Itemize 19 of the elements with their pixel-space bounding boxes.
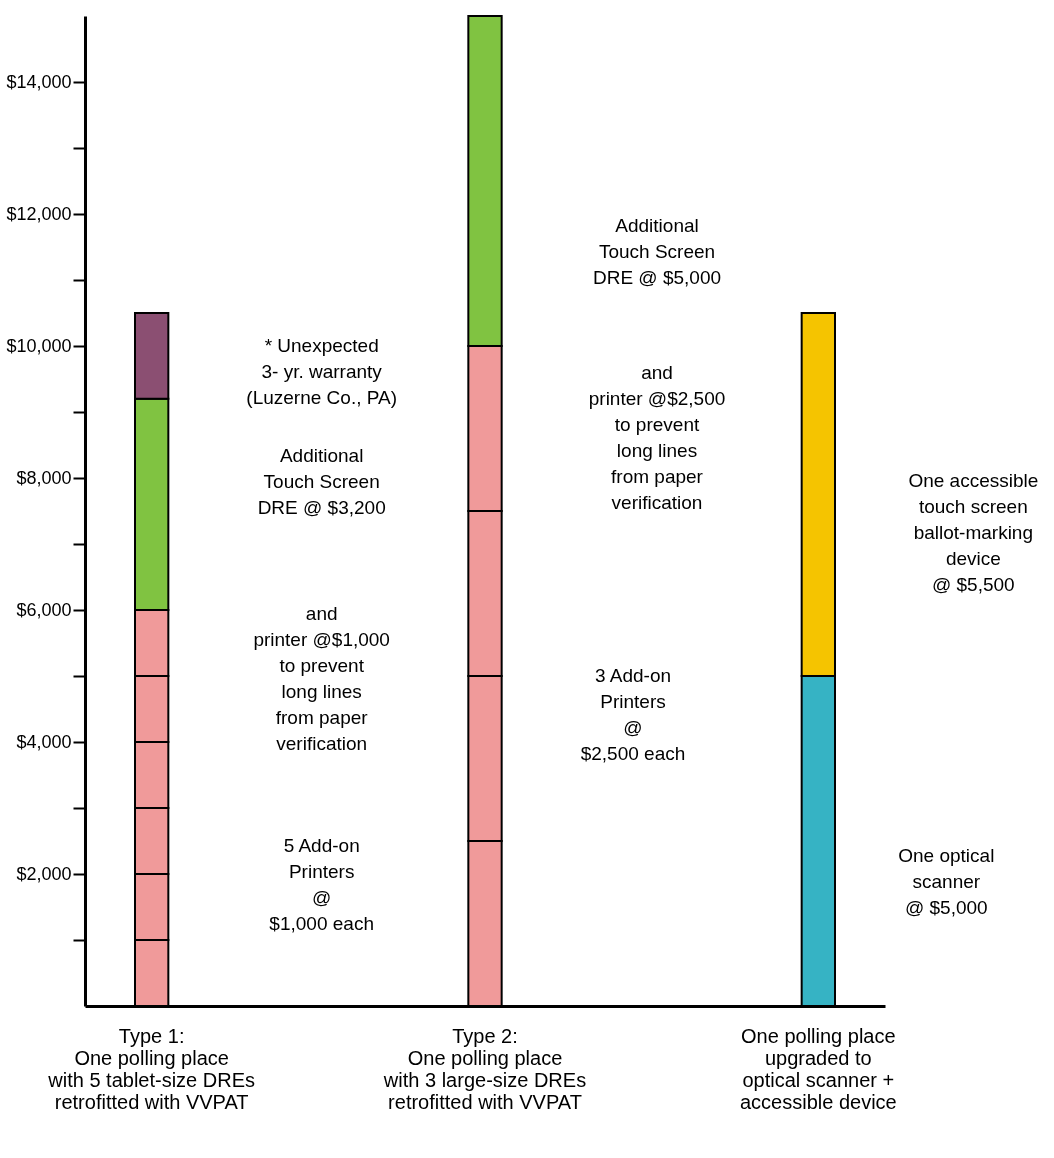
- y-tick-label: $6,000: [16, 599, 72, 620]
- annotation: 3 Add-on Printers @ $2,500 each: [580, 665, 686, 764]
- annotation: and printer @$2,500 to prevent long lines from paper verification: [588, 362, 726, 513]
- annotation: and printer @$1,000 to prevent long lines from paper verification: [253, 603, 390, 754]
- x-tick-label: Type 2: One polling place with 3 large-size DREs retrofitted with VVPAT: [382, 1024, 587, 1113]
- y-tick-label: $2,000: [16, 863, 72, 884]
- x-tick-label: Type 1: One polling place with 5 tablet-size DREs retrofitted with VVPAT: [47, 1024, 256, 1113]
- y-tick-label: $8,000: [16, 467, 72, 488]
- text: One optical scanner @ $5,000: [898, 845, 995, 918]
- text: One accessible touch screen ballot-marking device @ $5,500: [908, 470, 1039, 595]
- annotation: Additional Touch Screen DRE @ $5,000: [592, 215, 722, 288]
- y-tick-label: $10,000: [6, 335, 72, 356]
- y-tick-label: $4,000: [16, 731, 72, 752]
- annotation: 5 Add-on Printers @ $1,000 each: [269, 835, 374, 934]
- annotation: * Unexpected 3- yr. warranty (Luzerne Co., PA): [246, 335, 397, 408]
- x-tick-label: One polling place upgraded to optical scanner + accessible device: [739, 1024, 897, 1113]
- y-tick-label: $12,000: [6, 203, 72, 224]
- annotation: Additional Touch Screen DRE @ $3,200: [257, 445, 386, 518]
- y-tick-label: $14,000: [6, 71, 72, 92]
